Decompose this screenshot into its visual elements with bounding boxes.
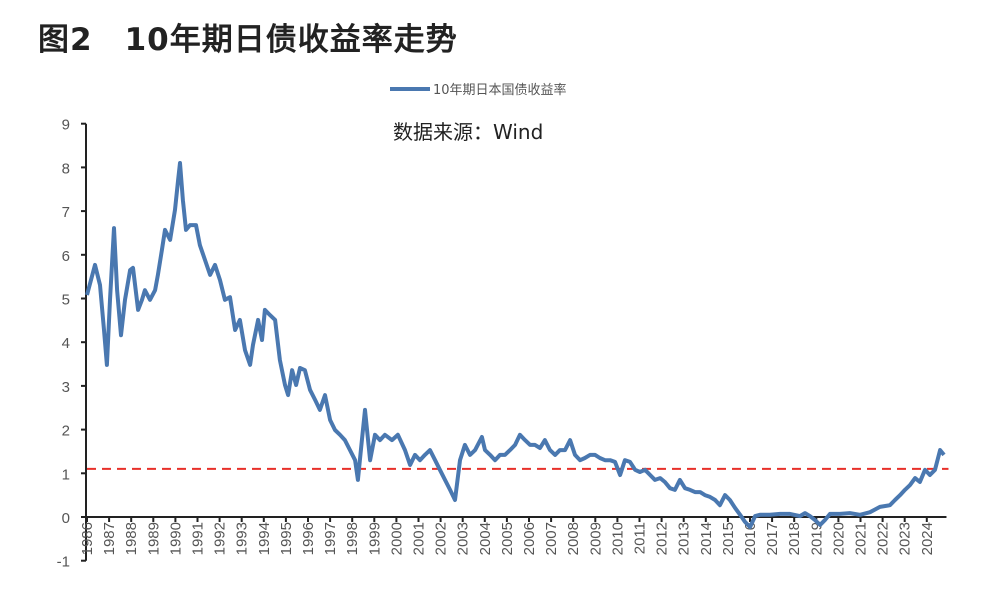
x-tick-label: 1993 (234, 522, 251, 555)
legend: 10年期日本国债收益率 (390, 82, 567, 98)
x-tick-label: 2018 (786, 522, 803, 555)
x-tick-label: 2008 (565, 522, 582, 555)
x-tick-label: 2014 (698, 522, 715, 555)
y-tick-label: 2 (62, 423, 70, 440)
x-tick-label: 2022 (875, 522, 892, 555)
x-tick-label: 2019 (808, 522, 825, 555)
x-tick-label: 1991 (190, 522, 207, 555)
x-tick-label: 2016 (742, 522, 759, 555)
x-tick-label: 1995 (278, 522, 295, 555)
x-tick-label: 2023 (897, 522, 914, 555)
x-tick-label: 2004 (477, 522, 494, 555)
x-tick-label: 1987 (101, 522, 118, 555)
legend-label: 10年期日本国债收益率 (433, 82, 567, 98)
x-tick-label: 1998 (344, 522, 361, 555)
x-tick-label: 2011 (632, 522, 649, 554)
x-tick-label: 1997 (322, 522, 339, 555)
y-tick-label: 3 (62, 379, 70, 396)
y-tick-label: 7 (62, 204, 70, 221)
x-tick-label: 1999 (366, 522, 383, 555)
x-tick-label: 2006 (521, 522, 538, 555)
x-tick-label: 1988 (123, 522, 140, 555)
x-tick-label: 2000 (388, 522, 405, 555)
x-tick-label: 2001 (411, 522, 428, 555)
chart-title: 图2 10年期日债收益率走势 (38, 22, 458, 58)
x-tick-label: 1989 (145, 522, 162, 555)
x-tick-label: 2017 (764, 522, 781, 555)
y-tick-label: 5 (62, 292, 70, 309)
x-tick-label: 2012 (654, 522, 671, 555)
y-tick-label: 0 (62, 510, 70, 527)
x-tick-label: 2003 (455, 522, 472, 555)
x-tick-label: 2010 (609, 522, 626, 555)
x-tick-label: 1994 (256, 522, 273, 555)
x-tick-label: 2013 (676, 522, 693, 555)
y-tick-label: 4 (62, 335, 70, 352)
y-tick-label: 9 (62, 117, 70, 134)
x-tick-label: 2009 (587, 522, 604, 555)
x-tick-label: 2007 (543, 522, 560, 555)
x-tick-label: 1986 (79, 522, 96, 555)
x-tick-label: 2024 (919, 522, 936, 555)
x-tick-label: 2020 (830, 522, 847, 555)
y-tick-label: 6 (62, 248, 70, 265)
y-tick-label: 8 (62, 160, 70, 177)
y-tick-label: -1 (57, 554, 70, 571)
y-tick-label: 1 (62, 466, 70, 483)
source-annotation: 数据来源：Wind (393, 120, 543, 144)
x-tick-label: 1996 (300, 522, 317, 555)
x-tick-label: 2002 (433, 522, 450, 555)
x-tick-label: 2005 (499, 522, 516, 555)
x-tick-label: 2015 (720, 522, 737, 555)
series-line (85, 161, 946, 530)
x-tick-label: 1990 (167, 522, 184, 555)
x-tick-label: 2021 (853, 522, 870, 555)
x-tick-label: 1992 (212, 522, 229, 555)
